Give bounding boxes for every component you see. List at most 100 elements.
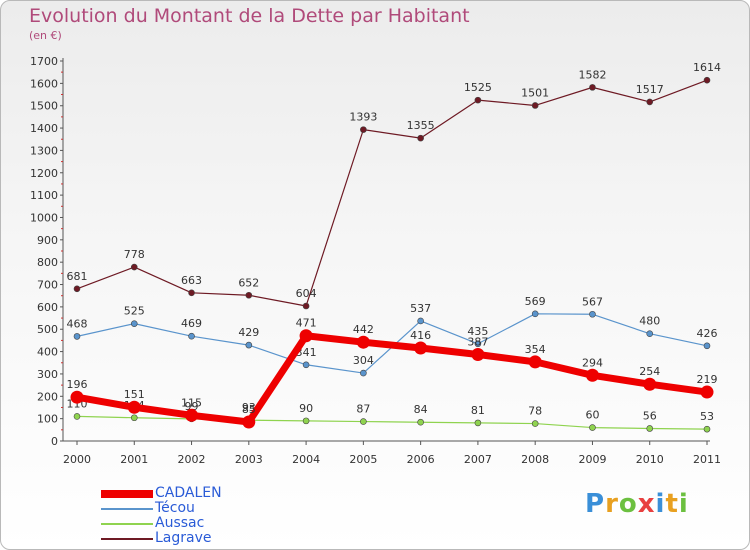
data-label-aussac: 87	[356, 403, 370, 416]
logo-letter: o	[618, 489, 638, 519]
legend-label: Lagrave	[155, 530, 212, 546]
data-point-cadalen	[127, 400, 141, 414]
data-point-cadalen	[585, 368, 599, 382]
data-point-técou	[589, 310, 596, 318]
data-label-aussac: 78	[528, 405, 542, 418]
data-point-aussac	[646, 425, 654, 432]
data-label-lagrave: 681	[67, 270, 88, 283]
data-label-cadalen: 416	[410, 329, 431, 342]
y-tick-label: 1100	[30, 189, 58, 202]
y-tick-label: 1700	[30, 55, 58, 68]
data-point-técou	[302, 361, 310, 369]
data-point-lagrave	[73, 285, 81, 293]
data-point-cadalen	[700, 385, 714, 399]
data-point-cadalen	[471, 347, 485, 361]
data-label-cadalen: 387	[467, 335, 488, 348]
data-label-cadalen: 471	[296, 317, 317, 330]
data-label-aussac: 90	[299, 402, 313, 415]
legend-swatch	[101, 508, 153, 510]
logo-letter: t	[665, 489, 679, 519]
data-point-aussac	[589, 424, 596, 431]
data-label-técou: 468	[67, 317, 88, 330]
data-label-aussac: 81	[471, 404, 485, 417]
data-label-técou: 426	[697, 327, 718, 340]
logo-letter: P	[585, 489, 606, 519]
data-point-técou	[360, 369, 367, 377]
data-point-cadalen	[242, 415, 256, 429]
data-label-aussac: 53	[700, 410, 714, 423]
x-tick-label: 2002	[178, 453, 206, 466]
data-label-técou: 469	[181, 317, 202, 330]
x-tick-label: 2004	[292, 453, 320, 466]
y-tick-label: 1500	[30, 100, 58, 113]
data-point-lagrave	[531, 102, 539, 109]
y-tick-label: 200	[37, 390, 58, 403]
y-tick-label: 800	[37, 256, 58, 269]
data-point-lagrave	[245, 291, 253, 299]
y-tick-label: 600	[37, 301, 58, 314]
data-point-técou	[188, 332, 195, 340]
data-point-lagrave	[360, 126, 367, 133]
data-label-lagrave: 1582	[578, 68, 606, 81]
data-point-aussac	[474, 419, 482, 427]
data-point-técou	[531, 310, 539, 318]
data-point-lagrave	[474, 96, 482, 104]
data-label-aussac: 84	[414, 403, 428, 416]
data-point-aussac	[73, 413, 81, 420]
data-point-aussac	[531, 420, 539, 427]
y-tick-label: 1600	[30, 77, 58, 90]
data-label-técou: 480	[639, 315, 660, 328]
proxiti-logo: Proxiti	[585, 489, 689, 519]
data-point-cadalen	[185, 408, 199, 422]
data-label-lagrave: 778	[124, 248, 145, 261]
y-tick-label: 100	[37, 413, 58, 426]
logo-letter: i	[655, 489, 666, 519]
legend-label: Técou	[155, 500, 195, 516]
data-label-lagrave: 1614	[693, 61, 721, 74]
legend-swatch	[101, 523, 153, 525]
logo-letter: r	[605, 489, 619, 519]
data-point-aussac	[703, 425, 711, 433]
legend-label: Aussac	[155, 515, 205, 531]
data-label-cadalen: 442	[353, 323, 374, 336]
y-tick-label: 400	[37, 346, 58, 359]
data-point-aussac	[130, 414, 138, 422]
data-label-cadalen: 354	[525, 343, 546, 356]
data-point-cadalen	[70, 390, 84, 404]
x-tick-label: 2001	[120, 453, 148, 466]
logo-letter: x	[637, 489, 656, 519]
legend-swatch	[101, 490, 153, 498]
chart-title: Evolution du Montant de la Dette par Hab…	[29, 5, 470, 27]
data-point-lagrave	[589, 84, 596, 91]
legend-swatch	[101, 538, 153, 540]
x-tick-label: 2000	[63, 453, 91, 466]
x-tick-label: 2010	[636, 453, 664, 466]
data-point-técou	[73, 333, 81, 340]
series-line-aussac	[76, 415, 708, 430]
data-label-lagrave: 1525	[464, 81, 492, 94]
chart-subtitle: (en €)	[29, 29, 62, 42]
x-tick-label: 2005	[349, 453, 377, 466]
data-label-cadalen: 254	[639, 365, 660, 378]
y-tick-label: 900	[37, 234, 58, 247]
data-label-técou: 304	[353, 354, 374, 367]
data-point-cadalen	[528, 355, 542, 369]
data-label-cadalen: 151	[124, 388, 145, 401]
data-point-lagrave	[130, 263, 138, 271]
series-line-lagrave	[76, 79, 708, 307]
data-label-cadalen: 115	[181, 396, 202, 409]
series-line-cadalen	[76, 332, 708, 426]
x-tick-label: 2011	[693, 453, 721, 466]
data-point-cadalen	[414, 341, 428, 355]
data-label-técou: 435	[467, 325, 488, 338]
data-label-técou: 429	[238, 326, 259, 339]
data-label-técou: 569	[525, 295, 546, 308]
x-tick-label: 2007	[464, 453, 492, 466]
data-point-cadalen	[299, 329, 313, 343]
y-tick-label: 1300	[30, 144, 58, 157]
data-label-lagrave: 1355	[407, 119, 435, 132]
data-point-técou	[474, 340, 482, 348]
x-tick-label: 2006	[407, 453, 435, 466]
